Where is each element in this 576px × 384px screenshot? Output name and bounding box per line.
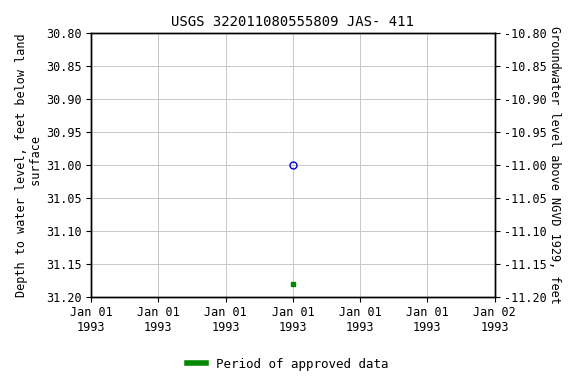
Legend: Period of approved data: Period of approved data xyxy=(183,353,393,376)
Y-axis label: Groundwater level above NGVD 1929, feet: Groundwater level above NGVD 1929, feet xyxy=(548,26,561,304)
Y-axis label: Depth to water level, feet below land
 surface: Depth to water level, feet below land su… xyxy=(15,33,43,297)
Title: USGS 322011080555809 JAS- 411: USGS 322011080555809 JAS- 411 xyxy=(172,15,414,29)
